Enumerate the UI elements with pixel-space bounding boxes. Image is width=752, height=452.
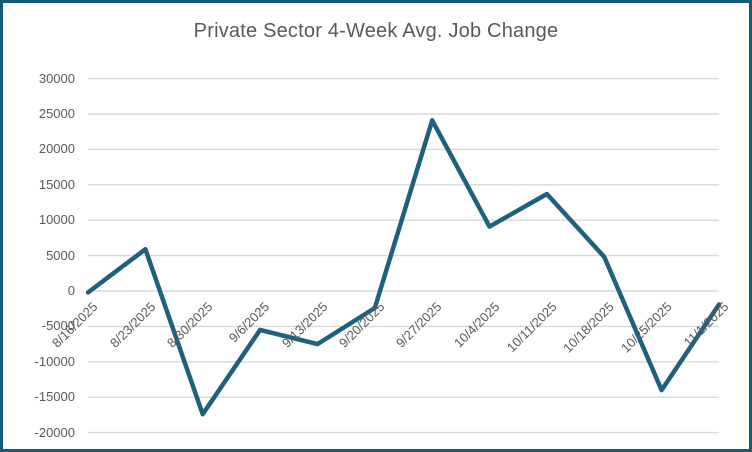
plot-area bbox=[85, 77, 722, 434]
y-axis-tick-label: 20000 bbox=[38, 141, 75, 157]
y-axis-tick-label: 5000 bbox=[46, 247, 75, 263]
y-axis-tick-label: -5000 bbox=[41, 318, 75, 334]
gridlines bbox=[88, 77, 719, 434]
y-axis-tick-label: 25000 bbox=[38, 106, 75, 121]
y-axis-tick-label: 30000 bbox=[38, 70, 75, 86]
y-axis-tick-label: -15000 bbox=[34, 389, 75, 405]
y-axis-tick-label: 0 bbox=[67, 283, 75, 298]
chart-title: Private Sector 4-Week Avg. Job Change bbox=[193, 20, 559, 42]
y-axis-tick-label: 15000 bbox=[38, 176, 75, 192]
y-axis-tick-label: -20000 bbox=[34, 424, 75, 440]
y-axis-tick-label: 10000 bbox=[38, 212, 75, 228]
y-axis-tick-label: -10000 bbox=[34, 353, 75, 369]
line-series bbox=[85, 118, 722, 417]
